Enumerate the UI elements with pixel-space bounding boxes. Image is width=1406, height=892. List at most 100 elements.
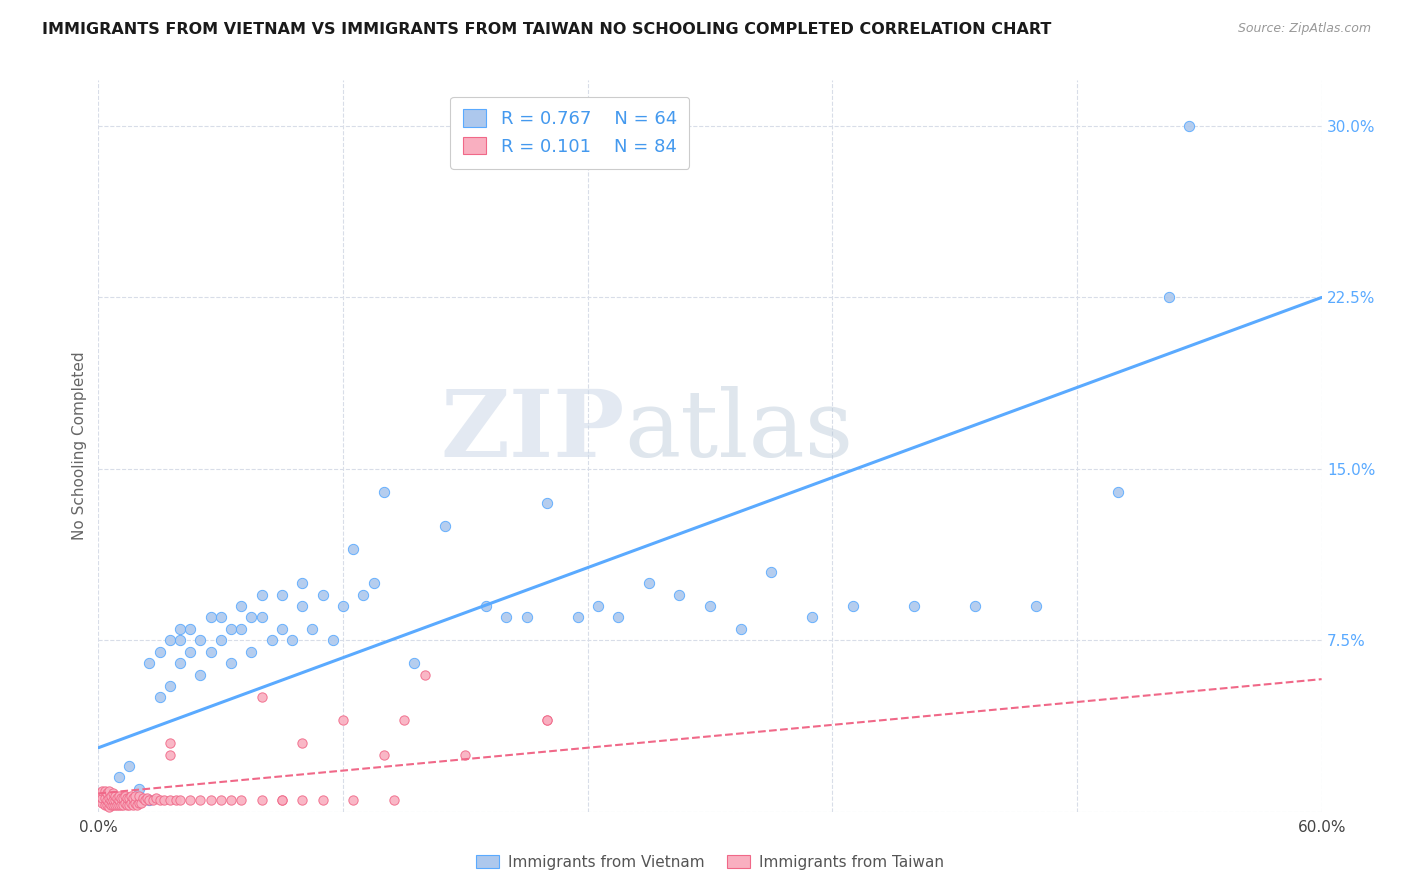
Point — [250, 610, 273, 624]
Point — [105, 791, 128, 805]
Point — [134, 793, 156, 807]
Point — [145, 791, 167, 805]
Point — [100, 789, 122, 803]
Point — [250, 588, 273, 602]
Point — [97, 796, 120, 810]
Point — [903, 599, 925, 613]
Point — [382, 793, 405, 807]
Point — [169, 622, 191, 636]
Point — [89, 787, 111, 801]
Point — [352, 588, 374, 602]
Point — [97, 791, 120, 805]
Point — [120, 789, 142, 803]
Point — [179, 793, 201, 807]
Point — [240, 645, 263, 659]
Point — [841, 599, 863, 613]
Point — [231, 793, 253, 807]
Point — [118, 791, 141, 805]
Point — [219, 622, 242, 636]
Point — [312, 793, 335, 807]
Point — [149, 793, 172, 807]
Point — [200, 610, 222, 624]
Point — [165, 793, 187, 807]
Point — [219, 793, 242, 807]
Point — [111, 797, 134, 812]
Point — [231, 622, 253, 636]
Point — [96, 797, 118, 812]
Point — [404, 656, 426, 670]
Point — [111, 791, 134, 805]
Point — [536, 714, 558, 728]
Point — [179, 645, 201, 659]
Point — [149, 690, 172, 705]
Point — [132, 791, 155, 805]
Point — [209, 793, 232, 807]
Point — [169, 633, 191, 648]
Point — [373, 747, 395, 762]
Point — [110, 791, 132, 805]
Point — [260, 633, 283, 648]
Point — [392, 714, 416, 728]
Point — [96, 787, 118, 801]
Point — [128, 789, 150, 803]
Point — [250, 793, 273, 807]
Point — [474, 599, 498, 613]
Legend: Immigrants from Vietnam, Immigrants from Taiwan: Immigrants from Vietnam, Immigrants from… — [468, 847, 952, 877]
Point — [332, 714, 354, 728]
Point — [138, 793, 160, 807]
Point — [668, 588, 690, 602]
Point — [699, 599, 721, 613]
Point — [114, 789, 136, 803]
Point — [138, 793, 160, 807]
Point — [149, 645, 172, 659]
Point — [101, 787, 124, 801]
Point — [1157, 290, 1180, 304]
Point — [965, 599, 987, 613]
Point — [536, 496, 558, 510]
Point — [118, 759, 141, 773]
Point — [108, 797, 131, 812]
Point — [169, 656, 191, 670]
Point — [110, 797, 132, 812]
Point — [159, 679, 181, 693]
Point — [129, 796, 152, 810]
Point — [159, 793, 181, 807]
Point — [291, 793, 314, 807]
Point — [122, 791, 145, 805]
Point — [101, 797, 124, 812]
Point — [91, 796, 114, 810]
Point — [730, 622, 752, 636]
Point — [434, 519, 457, 533]
Point — [373, 484, 395, 499]
Point — [188, 793, 212, 807]
Point — [301, 622, 323, 636]
Point — [188, 633, 212, 648]
Point — [586, 599, 609, 613]
Point — [115, 797, 138, 812]
Point — [607, 610, 630, 624]
Point — [270, 793, 294, 807]
Point — [200, 645, 222, 659]
Point — [332, 599, 354, 613]
Point — [100, 793, 122, 807]
Point — [270, 588, 294, 602]
Text: atlas: atlas — [624, 386, 853, 476]
Point — [114, 796, 136, 810]
Point — [567, 610, 589, 624]
Point — [270, 622, 294, 636]
Point — [516, 610, 538, 624]
Point — [342, 793, 364, 807]
Point — [1107, 484, 1129, 499]
Point — [136, 791, 159, 805]
Text: Source: ZipAtlas.com: Source: ZipAtlas.com — [1237, 22, 1371, 36]
Point — [638, 576, 661, 591]
Point — [128, 781, 150, 796]
Point — [91, 791, 114, 805]
Point — [209, 610, 232, 624]
Point — [118, 797, 141, 812]
Point — [209, 633, 232, 648]
Point — [159, 633, 181, 648]
Text: ZIP: ZIP — [440, 386, 624, 476]
Point — [495, 610, 517, 624]
Point — [291, 736, 314, 750]
